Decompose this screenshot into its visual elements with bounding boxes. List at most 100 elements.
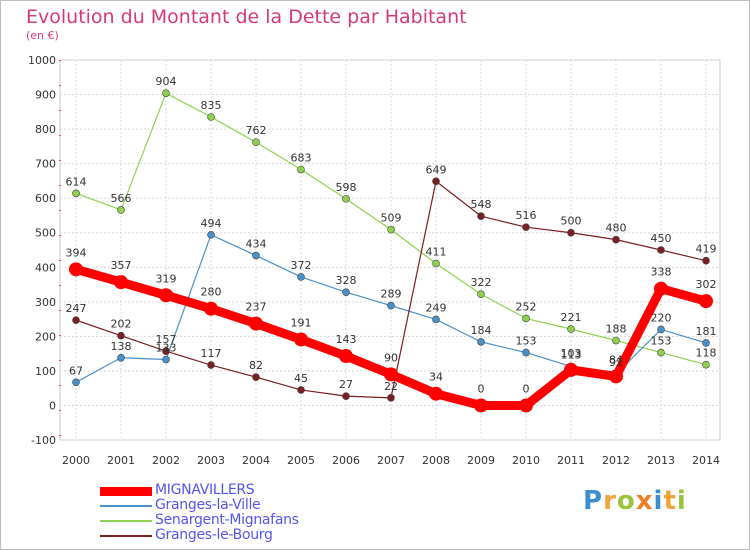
logo-letter: P — [583, 486, 604, 516]
data-label: 249 — [426, 301, 447, 314]
data-label: 84 — [609, 353, 623, 366]
data-point — [432, 177, 440, 186]
data-point — [207, 113, 215, 121]
data-point — [519, 398, 533, 413]
data-point — [477, 212, 485, 220]
data-point — [387, 301, 395, 310]
data-label: 67 — [69, 364, 83, 377]
data-point — [387, 225, 395, 234]
y-tick-label: 700 — [35, 158, 56, 171]
y-tick-label: 200 — [35, 330, 56, 343]
y-tick-label: 600 — [35, 192, 56, 205]
legend-label: Granges-la-Ville — [155, 497, 261, 513]
x-tick-label: 2013 — [647, 454, 675, 467]
data-label: 191 — [291, 316, 312, 329]
y-tick-label: -100 — [31, 434, 56, 447]
data-point — [252, 373, 260, 381]
data-point — [609, 369, 623, 384]
y-tick-label: 0 — [49, 399, 56, 412]
x-tick-label: 2012 — [602, 454, 630, 467]
data-point — [522, 314, 530, 323]
data-label: 45 — [294, 372, 308, 385]
legend-swatch — [100, 487, 152, 496]
x-tick-label: 2005 — [287, 454, 315, 467]
data-label: 157 — [156, 333, 177, 346]
data-point — [252, 251, 260, 260]
data-label: 153 — [516, 335, 537, 348]
legend: MIGNAVILLERS Granges-la-Ville Senargent-… — [100, 482, 360, 544]
legend-item-senargent-mignafans: Senargent-Mignafans — [100, 512, 360, 529]
logo-letter: x — [635, 486, 654, 516]
data-point — [162, 89, 170, 97]
x-tick-label: 2008 — [422, 454, 450, 467]
data-label: 904 — [156, 75, 177, 88]
y-tick-label: 800 — [35, 123, 56, 136]
proxiti-logo: Proxiti — [583, 486, 687, 516]
data-label: 434 — [246, 238, 267, 251]
data-point — [297, 273, 305, 281]
data-point — [72, 189, 80, 198]
data-point — [657, 348, 665, 357]
data-point — [342, 195, 350, 203]
legend-label: MIGNAVILLERS — [155, 482, 255, 498]
legend-item-granges-le-bourg: Granges-le-Bourg — [100, 527, 360, 544]
data-label: 0 — [523, 382, 530, 395]
data-point — [429, 386, 443, 401]
data-label: 153 — [651, 335, 672, 348]
y-tick-label: 500 — [35, 227, 56, 240]
data-label: 82 — [249, 359, 263, 372]
data-label: 143 — [336, 333, 357, 346]
data-label: 566 — [111, 192, 132, 205]
logo-letter: o — [616, 486, 636, 516]
data-label: 118 — [696, 347, 717, 360]
data-point — [432, 259, 440, 268]
data-point — [432, 315, 440, 324]
data-label: 372 — [291, 259, 312, 272]
y-tick-label: 900 — [35, 89, 56, 102]
data-point — [117, 331, 125, 340]
x-tick-label: 2014 — [692, 454, 720, 467]
data-point — [522, 223, 530, 231]
data-point — [297, 386, 305, 394]
data-point — [117, 353, 125, 362]
data-label: 252 — [516, 300, 537, 313]
data-point — [297, 165, 305, 174]
data-label: 480 — [606, 222, 627, 235]
data-label: 357 — [111, 259, 132, 272]
legend-swatch — [100, 535, 152, 537]
data-label: 113 — [561, 348, 582, 361]
data-label: 614 — [66, 175, 87, 188]
data-point — [567, 325, 575, 333]
legend-item-mignavillers: MIGNAVILLERS — [100, 482, 360, 499]
data-point — [567, 228, 575, 237]
y-tick-label: 1000 — [28, 54, 56, 67]
y-tick-label: 400 — [35, 261, 56, 274]
data-label: 184 — [471, 324, 492, 337]
logo-letter: i — [653, 486, 664, 516]
y-tick-label: 100 — [35, 365, 56, 378]
data-point — [339, 349, 353, 364]
data-label: 322 — [471, 276, 492, 289]
data-point — [477, 338, 485, 346]
data-point — [612, 336, 620, 345]
data-point — [612, 235, 620, 244]
x-tick-label: 2004 — [242, 454, 270, 467]
legend-item-granges-la-ville: Granges-la-Ville — [100, 497, 360, 514]
data-point — [72, 316, 80, 324]
data-label: 835 — [201, 99, 222, 112]
data-label: 221 — [561, 311, 582, 324]
y-tick-label: 300 — [35, 296, 56, 309]
data-point — [117, 206, 125, 214]
data-point — [702, 360, 710, 369]
data-label: 598 — [336, 181, 357, 194]
data-point — [159, 288, 173, 303]
data-point — [162, 355, 170, 364]
x-tick-label: 2002 — [152, 454, 180, 467]
data-label: 289 — [381, 288, 402, 301]
x-tick-label: 2010 — [512, 454, 540, 467]
data-point — [387, 394, 395, 402]
data-point — [702, 339, 710, 347]
data-label: 683 — [291, 152, 312, 165]
x-tick-label: 2007 — [377, 454, 405, 467]
